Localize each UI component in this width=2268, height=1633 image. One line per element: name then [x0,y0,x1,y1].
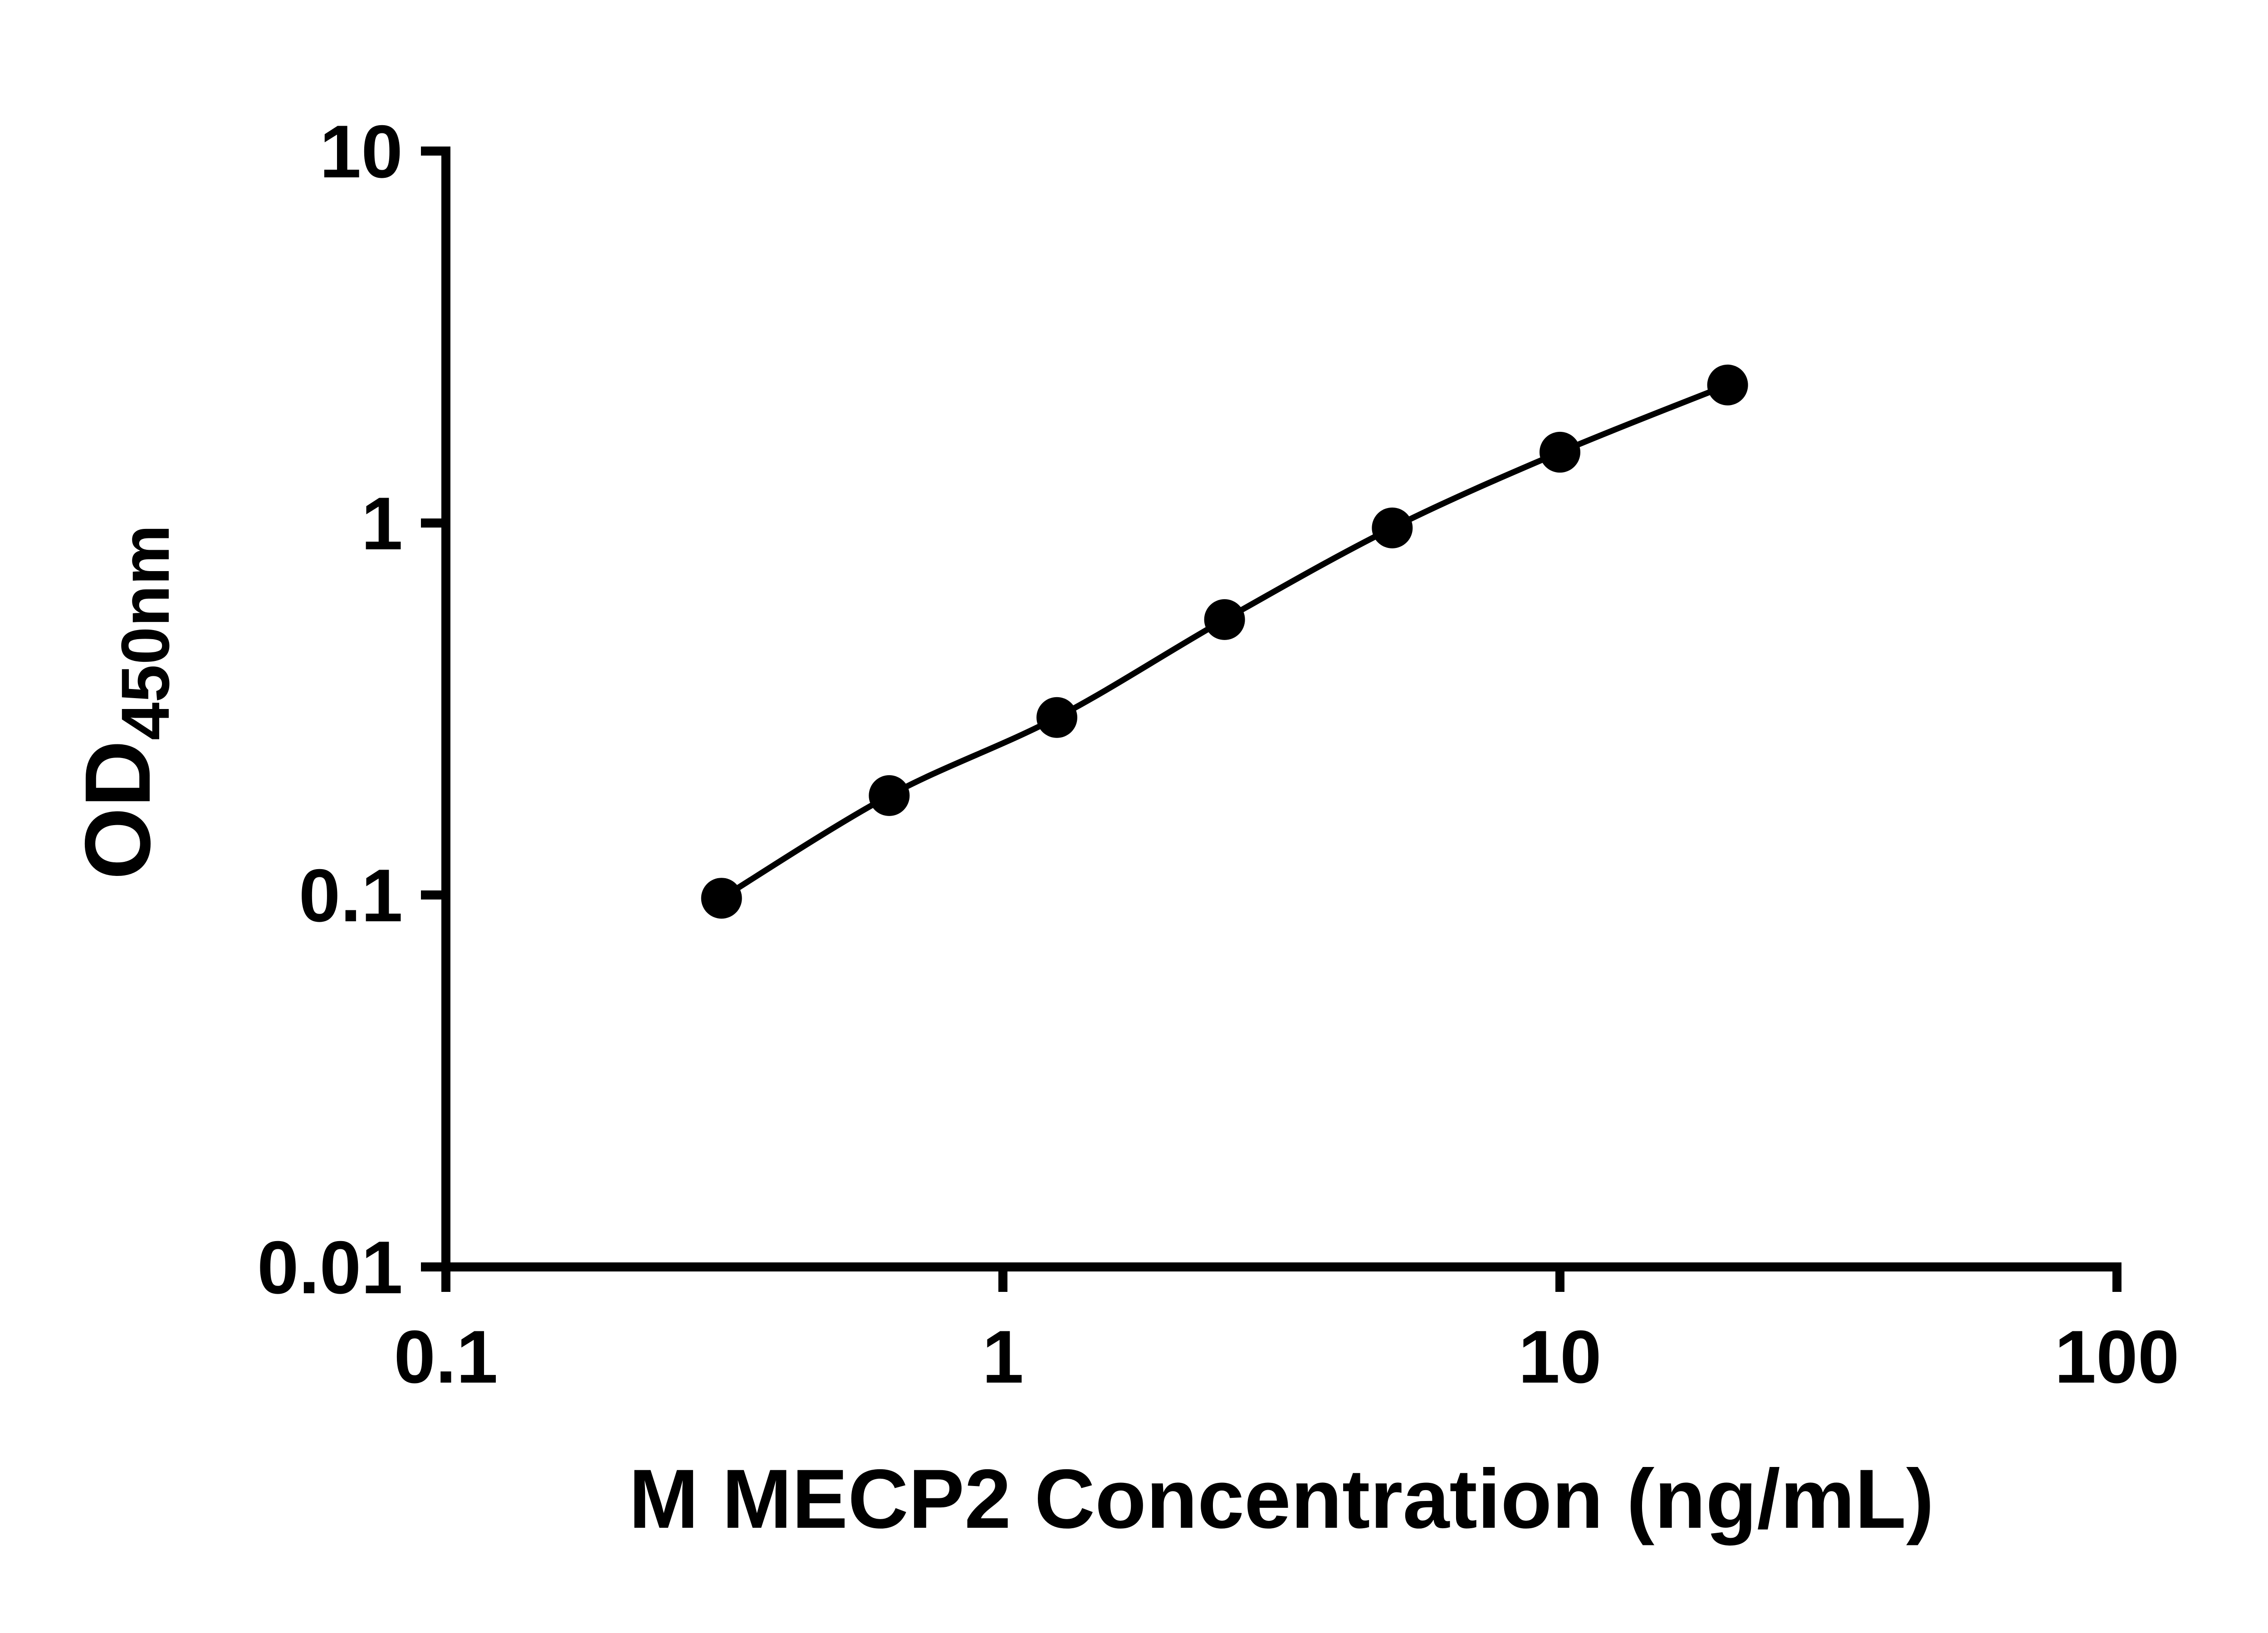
x-tick-label: 10 [1518,1315,1602,1398]
data-point [1707,364,1748,406]
x-tick-label: 0.1 [394,1315,498,1398]
data-point [701,878,742,919]
data-point [1540,431,1580,473]
y-axis-title-subscript: 450nm [107,525,183,740]
x-tick-label: 100 [2054,1315,2179,1398]
y-tick-label: 0.1 [299,854,403,937]
data-series [701,364,1748,919]
data-point [1036,697,1078,738]
axis-ticks [421,147,2121,1292]
axes [441,147,2121,1271]
y-tick-label: 10 [319,110,403,193]
data-point [1372,507,1413,548]
axis-spine [441,147,2121,1271]
y-tick-label: 1 [361,482,403,565]
data-point [869,775,910,816]
y-tick-label: 0.01 [257,1226,403,1309]
x-axis-title: M MECP2 Concentration (ng/mL) [629,1452,1934,1546]
y-axis-title: OD450nm [66,525,183,880]
data-point [1204,599,1245,640]
x-tick-label: 1 [982,1315,1024,1398]
y-axis-title-main: OD [66,740,170,880]
